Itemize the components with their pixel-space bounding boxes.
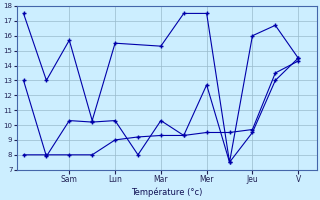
X-axis label: Température (°c): Température (°c) [131, 187, 202, 197]
